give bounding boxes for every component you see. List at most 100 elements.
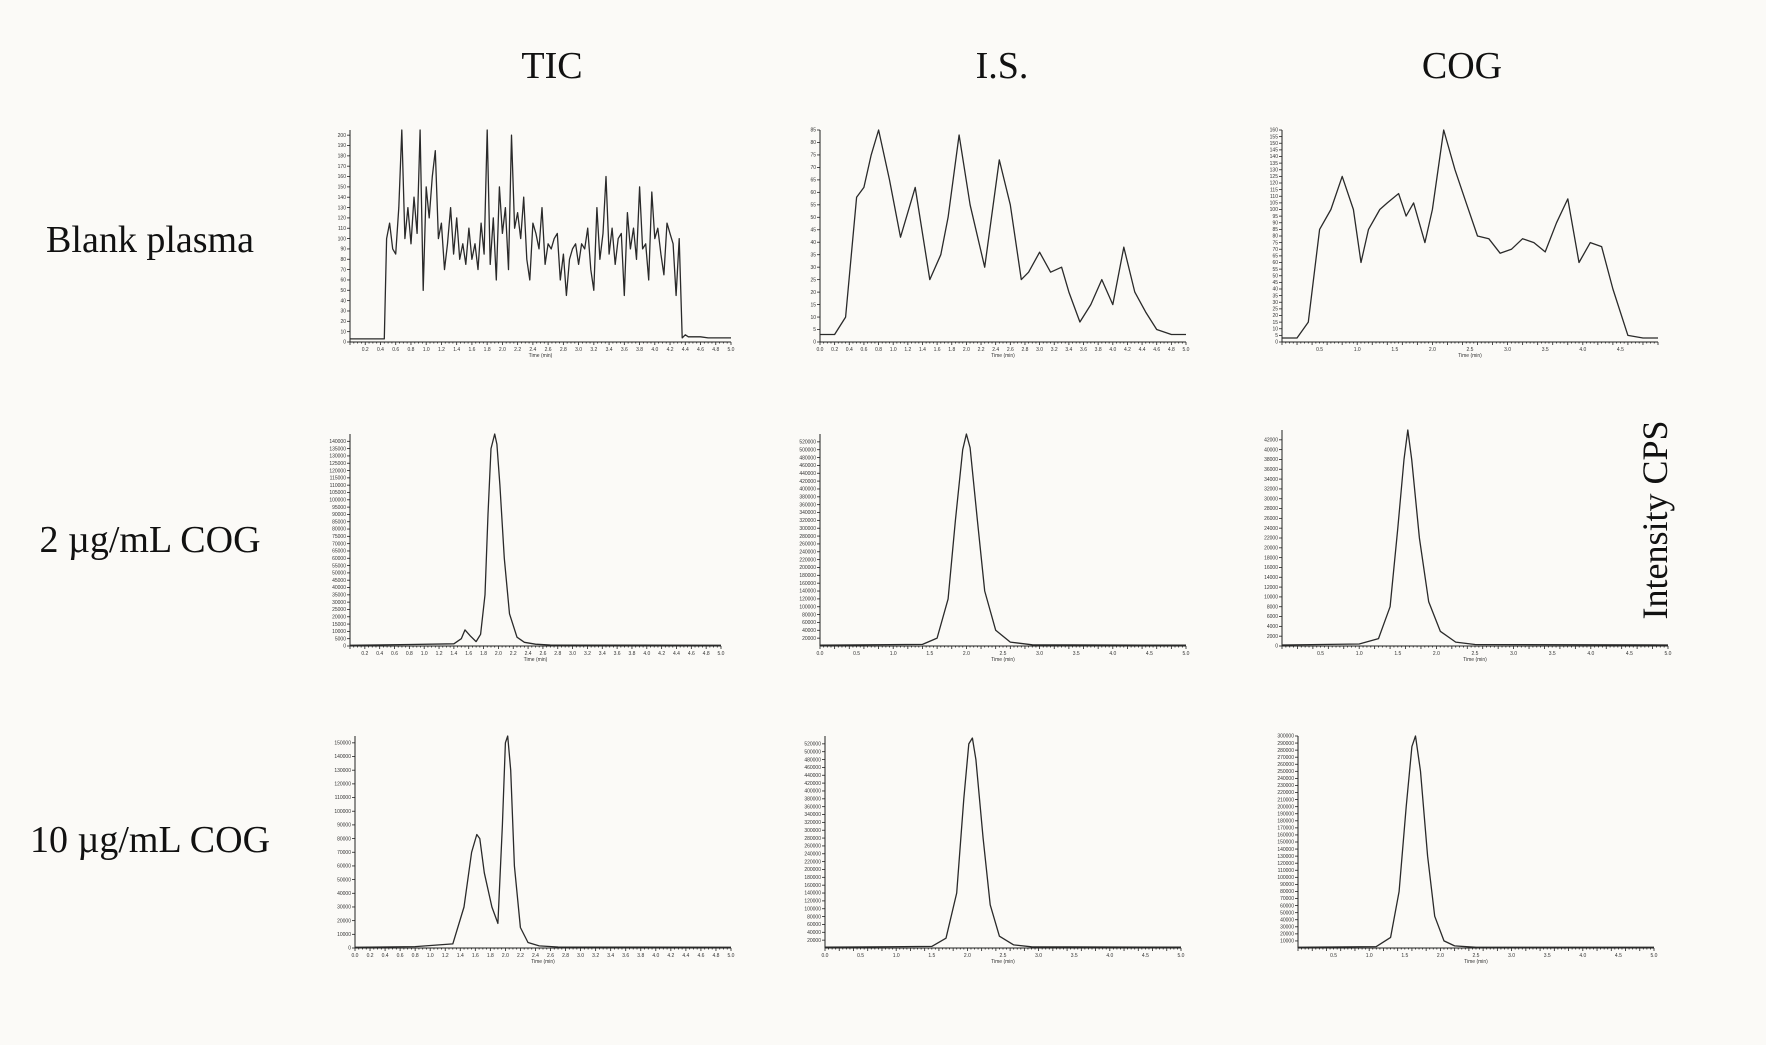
y-tick-label: 22000 [1264, 536, 1278, 542]
y-tick-label: 25 [1272, 307, 1278, 313]
x-tick-label: 2.6 [539, 651, 546, 657]
y-tick-label: 100000 [1277, 875, 1294, 881]
x-tick-label: 3.4 [607, 953, 614, 959]
y-tick-label: 0 [1275, 340, 1278, 346]
y-tick-label: 70000 [332, 541, 346, 547]
y-tick-label: 160000 [1277, 833, 1294, 839]
x-tick-label: 0.8 [407, 347, 414, 353]
x-tick-label: 2.2 [514, 347, 521, 353]
y-tick-label: 280000 [1277, 748, 1294, 754]
y-tick-label: 120000 [799, 597, 816, 603]
y-tick-label: 180000 [1277, 819, 1294, 825]
x-tick-label: 1.0 [893, 953, 900, 959]
y-tick-label: 120000 [334, 782, 351, 788]
x-tick-label: 4.2 [667, 347, 674, 353]
x-tick-label: 0.0 [822, 953, 829, 959]
x-tick-label: 0.2 [362, 347, 369, 353]
x-tick-label: 4.5 [1615, 953, 1622, 959]
y-tick-label: 20000 [1280, 932, 1294, 938]
x-axis-title: Time (min) [1463, 657, 1487, 663]
y-tick-label: 40000 [337, 891, 351, 897]
x-tick-label: 3.5 [1544, 953, 1551, 959]
x-tick-label: 4.2 [667, 953, 674, 959]
chromatogram-trace [354, 735, 732, 948]
y-tick-label: 35 [810, 252, 816, 258]
x-tick-label: 4.0 [1579, 953, 1586, 959]
y-tick-label: 100 [338, 236, 347, 242]
x-tick-label: 5.0 [1651, 953, 1658, 959]
x-tick-label: 2.6 [1007, 347, 1014, 353]
y-tick-label: 10000 [1264, 595, 1278, 601]
y-tick-label: 10 [810, 315, 816, 321]
row-title-10ug: 10 µg/mL COG [29, 819, 271, 861]
x-tick-label: 3.0 [575, 347, 582, 353]
x-tick-label: 1.0 [421, 651, 428, 657]
x-tick-label: 1.0 [890, 651, 897, 657]
x-tick-label: 5.0 [1183, 651, 1190, 657]
y-tick-label: 50 [340, 288, 346, 294]
x-tick-label: 0.2 [831, 347, 838, 353]
x-tick-label: 4.8 [712, 953, 719, 959]
x-tick-label: 2.5 [1472, 651, 1479, 657]
y-tick-label: 40000 [1264, 447, 1278, 453]
x-tick-label: 4.8 [703, 651, 710, 657]
x-tick-label: 2.8 [562, 953, 569, 959]
y-tick-label: 85 [810, 128, 816, 134]
x-tick-label: 3.6 [1080, 347, 1087, 353]
y-tick-label: 85000 [332, 519, 346, 525]
y-tick-label: 50000 [1280, 910, 1294, 916]
chromatogram-trace [1281, 429, 1669, 646]
y-tick-label: 60 [810, 190, 816, 196]
x-tick-label: 0.4 [382, 953, 389, 959]
x-tick-label: 0.0 [817, 347, 824, 353]
y-tick-label: 55 [1272, 267, 1278, 273]
y-tick-label: 65 [1272, 254, 1278, 260]
x-tick-label: 1.0 [890, 347, 897, 353]
y-tick-label: 400000 [804, 789, 821, 795]
y-tick-label: 210000 [1277, 797, 1294, 803]
chromatogram-2-g-ml-cog-cog: 0 2000 4000 6000 8000 10000 12000 14000 16000 180… [1264, 429, 1672, 663]
x-tick-label: 3.8 [637, 953, 644, 959]
y-tick-label: 50 [1272, 273, 1278, 279]
column-title-cog: COG [1421, 45, 1503, 87]
y-tick-label: 30000 [332, 600, 346, 606]
chromatogram-trace [819, 433, 1187, 646]
y-tick-label: 42000 [1264, 438, 1278, 444]
y-tick-label: 280000 [799, 534, 816, 540]
y-tick-label: 270000 [1277, 755, 1294, 761]
x-tick-label: 3.2 [584, 651, 591, 657]
x-tick-label: 3.0 [1036, 347, 1043, 353]
x-tick-label: 4.4 [673, 651, 680, 657]
y-tick-label: 300000 [799, 526, 816, 532]
y-tick-label: 2000 [1267, 634, 1278, 640]
y-tick-label: 240000 [799, 549, 816, 555]
y-tick-label: 60000 [332, 556, 346, 562]
y-tick-label: 280000 [804, 836, 821, 842]
x-tick-label: 1.8 [948, 347, 955, 353]
x-tick-label: 1.2 [904, 347, 911, 353]
y-tick-label: 110000 [335, 795, 352, 801]
x-tick-label: 4.6 [1153, 347, 1160, 353]
y-tick-label: 230000 [1277, 783, 1294, 789]
y-tick-label: 160000 [799, 581, 816, 587]
y-tick-label: 440000 [804, 773, 821, 779]
y-tick-label: 420000 [799, 479, 816, 485]
y-tick-label: 110 [338, 226, 346, 232]
y-tick-label: 25 [810, 277, 816, 283]
y-tick-label: 260000 [799, 542, 816, 548]
y-tick-label: 120000 [1277, 861, 1294, 867]
y-tick-label: 100000 [334, 809, 351, 815]
x-tick-label: 3.5 [1549, 651, 1556, 657]
x-axis-title: Time (min) [991, 657, 1015, 663]
x-tick-label: 1.5 [926, 651, 933, 657]
x-tick-label: 4.0 [1587, 651, 1594, 657]
x-axis-title: Time (min) [529, 353, 553, 359]
y-tick-label: 14000 [1264, 575, 1278, 581]
x-tick-label: 0.8 [412, 953, 419, 959]
y-tick-label: 35 [1272, 293, 1278, 299]
y-tick-label: 320000 [799, 518, 816, 524]
y-tick-label: 0 [348, 946, 351, 952]
y-tick-label: 10000 [337, 932, 351, 938]
